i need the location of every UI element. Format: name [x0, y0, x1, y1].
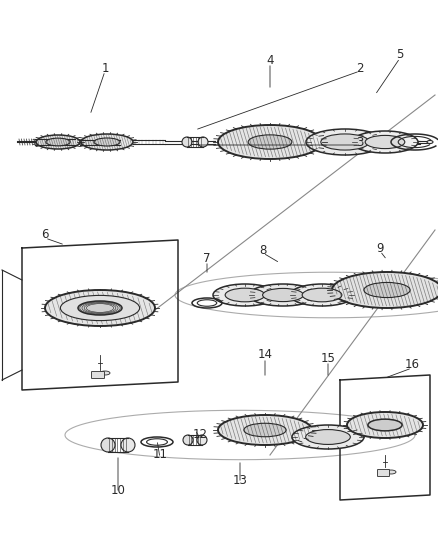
Text: 3: 3 — [356, 135, 364, 149]
Ellipse shape — [306, 430, 350, 445]
Ellipse shape — [197, 435, 207, 445]
Text: 7: 7 — [203, 252, 211, 264]
Text: 15: 15 — [321, 351, 336, 365]
Ellipse shape — [321, 134, 369, 150]
Text: 4: 4 — [266, 53, 274, 67]
Ellipse shape — [60, 295, 140, 321]
Ellipse shape — [365, 135, 405, 149]
Ellipse shape — [364, 282, 410, 297]
Ellipse shape — [225, 288, 265, 302]
Ellipse shape — [248, 135, 292, 149]
Text: 5: 5 — [396, 49, 404, 61]
FancyBboxPatch shape — [378, 470, 389, 477]
Text: 12: 12 — [192, 429, 208, 441]
Ellipse shape — [249, 284, 317, 306]
Ellipse shape — [263, 288, 304, 302]
Ellipse shape — [198, 137, 208, 147]
Ellipse shape — [213, 284, 277, 306]
Ellipse shape — [347, 412, 423, 438]
Text: 14: 14 — [258, 349, 272, 361]
Ellipse shape — [332, 272, 438, 308]
Ellipse shape — [101, 438, 115, 452]
Ellipse shape — [183, 435, 193, 445]
Ellipse shape — [386, 470, 396, 474]
Ellipse shape — [81, 134, 133, 150]
Text: 13: 13 — [233, 473, 247, 487]
Ellipse shape — [352, 131, 418, 153]
Text: 11: 11 — [152, 448, 167, 462]
Text: 1: 1 — [101, 61, 109, 75]
Ellipse shape — [218, 125, 322, 159]
FancyBboxPatch shape — [92, 372, 105, 378]
Ellipse shape — [94, 138, 120, 146]
Text: 8: 8 — [259, 244, 267, 256]
Ellipse shape — [78, 301, 122, 315]
Text: 2: 2 — [356, 61, 364, 75]
Ellipse shape — [100, 371, 110, 375]
Ellipse shape — [36, 135, 80, 149]
Ellipse shape — [45, 290, 155, 326]
Ellipse shape — [244, 423, 286, 437]
Text: 10: 10 — [110, 483, 125, 497]
Ellipse shape — [306, 129, 384, 155]
Text: 6: 6 — [41, 229, 49, 241]
Ellipse shape — [46, 138, 70, 146]
Text: 16: 16 — [405, 359, 420, 372]
Ellipse shape — [182, 137, 192, 147]
Ellipse shape — [302, 288, 342, 302]
Ellipse shape — [292, 425, 364, 449]
Ellipse shape — [368, 419, 402, 431]
Text: 9: 9 — [376, 241, 384, 254]
Ellipse shape — [218, 415, 312, 445]
Ellipse shape — [121, 438, 135, 452]
Ellipse shape — [427, 141, 433, 143]
Ellipse shape — [290, 284, 354, 306]
